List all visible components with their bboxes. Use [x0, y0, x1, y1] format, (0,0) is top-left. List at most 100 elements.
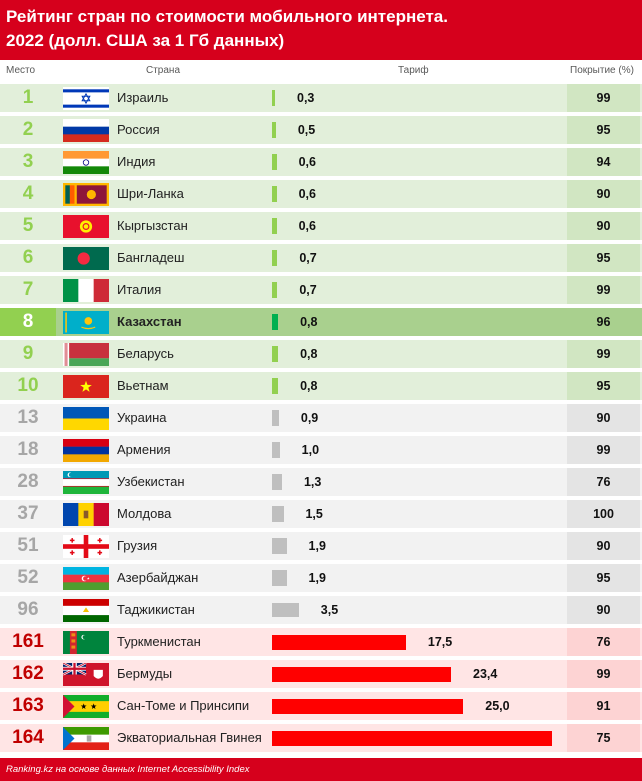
table-row: 162 Бермуды 23,4 99	[0, 658, 642, 690]
coverage-value: 95	[567, 116, 640, 144]
tariff-bar	[272, 378, 279, 394]
tariff-value-label: 17,5	[427, 635, 453, 649]
country-label: Индия	[117, 154, 156, 169]
tariff-bar	[272, 698, 464, 714]
moldova-flag	[63, 503, 109, 526]
rank-label: 10	[0, 372, 56, 400]
tariff-bar	[272, 442, 280, 458]
tariff-bar	[272, 122, 276, 138]
rank-label: 51	[17, 535, 39, 556]
country-label: Грузия	[117, 538, 158, 553]
georgia-flag	[63, 535, 109, 558]
coverage-value: 90	[567, 404, 640, 432]
tariff-bar	[272, 250, 278, 266]
tariff-value-label: 0,8	[300, 347, 318, 361]
coverage-value: 100	[567, 500, 640, 528]
coverage-value: 90	[567, 180, 640, 208]
table-row: 8 Казахстан 0,8 96	[0, 306, 642, 338]
table-row: 10 Вьетнам 0,8 95	[0, 370, 642, 402]
table-row: 37 Молдова 1,5 100	[0, 498, 642, 530]
tariff-bar	[272, 282, 278, 298]
coverage-value: 76	[567, 628, 640, 656]
tariff-value-label: 3,5	[320, 603, 339, 617]
tariff-value-label: 1,9	[308, 571, 326, 585]
coverage-value: 90	[567, 212, 640, 240]
rank-label: 161	[12, 631, 44, 652]
tariff-value-label: 0,7	[299, 251, 317, 265]
table-row: 2 Россия 0,5 95	[0, 114, 642, 146]
country-label: Армения	[117, 442, 171, 457]
tariff-bar	[272, 218, 277, 234]
equatorial-guinea-flag	[63, 727, 109, 750]
table-row: 13 Украина 0,9 90	[0, 402, 642, 434]
coverage-value: 95	[567, 564, 640, 592]
country-label: Шри-Ланка	[117, 186, 184, 201]
tariff-value-label: 0,6	[298, 219, 316, 233]
turkmenistan-flag	[63, 631, 109, 654]
coverage-value: 90	[567, 532, 640, 560]
tariff-value-label: 0,3	[297, 91, 315, 105]
rank-label: 164	[12, 727, 44, 748]
country-label: Казахстан	[117, 314, 182, 329]
country-label: Молдова	[117, 506, 172, 521]
tariff-value-label: 1,0	[301, 443, 320, 457]
source-footer: Ranking.kz на основе данных Internet Acc…	[0, 758, 642, 781]
tariff-value-label: 0,7	[299, 283, 317, 297]
russia-flag	[63, 119, 109, 142]
country-label: Сан-Томе и Принсипи	[117, 698, 250, 713]
ukraine-flag	[63, 407, 109, 430]
tariff-value-label: 0,8	[300, 315, 318, 329]
tajikistan-flag	[63, 599, 109, 622]
table-row: 18 Армения 1,0 99	[0, 434, 642, 466]
tariff-value-label: 0,5	[297, 123, 316, 137]
column-header-coverage: Покрытие (%)	[570, 65, 634, 76]
tariff-value-label: 23,4	[473, 667, 498, 681]
sri-lanka-flag	[63, 183, 109, 206]
tariff-bar	[272, 346, 279, 362]
azerbaijan-flag	[63, 567, 109, 590]
tariff-value-label: 25,0	[485, 699, 510, 713]
coverage-value: 99	[567, 436, 640, 464]
coverage-value: 76	[567, 468, 640, 496]
rank-label: 7	[0, 276, 56, 304]
country-label: Израиль	[117, 90, 169, 105]
rank-label: 163	[12, 695, 44, 716]
country-label: Беларусь	[117, 346, 174, 361]
israel-flag	[63, 87, 109, 110]
chart-header: Рейтинг стран по стоимости мобильного ин…	[0, 0, 642, 60]
tariff-value-label: 0,8	[300, 379, 318, 393]
india-flag	[63, 151, 109, 174]
country-label: Италия	[117, 282, 162, 297]
rank-label: 52	[17, 567, 39, 588]
rank-label: 9	[0, 340, 56, 368]
coverage-value: 91	[567, 692, 640, 720]
country-label: Узбекистан	[117, 474, 185, 489]
table-row: 163 Сан-Томе и Принсипи 25,0 91	[0, 690, 642, 722]
tariff-bar	[272, 506, 284, 522]
rank-label: 96	[17, 599, 39, 620]
coverage-value: 96	[567, 308, 640, 336]
country-label: Таджикистан	[117, 602, 195, 617]
tariff-bar	[272, 314, 279, 330]
country-label: Бермуды	[117, 666, 173, 681]
tariff-value-label: 1,9	[308, 539, 326, 553]
table-row: 6 Бангладеш 0,7 95	[0, 242, 642, 274]
country-label: Украина	[117, 410, 167, 425]
tariff-bar	[272, 154, 277, 170]
coverage-value: 99	[567, 660, 640, 688]
table-row: 28 Узбекистан 1,3 76	[0, 466, 642, 498]
tariff-value-label: 1,3	[303, 475, 322, 489]
bangladesh-flag	[63, 247, 109, 270]
table-row: 161 Туркменистан 17,5 76	[0, 626, 642, 658]
chart-title-line-2: 2022 (долл. США за 1 Гб данных)	[6, 31, 285, 50]
rank-label: 6	[0, 244, 56, 272]
column-header-tariff: Тариф	[398, 65, 429, 76]
table-row: 96 Таджикистан 3,5 90	[0, 594, 642, 626]
coverage-value: 99	[567, 340, 640, 368]
tariff-value-label: 0,6	[298, 155, 316, 169]
coverage-value: 99	[567, 276, 640, 304]
rank-label: 1	[0, 84, 56, 112]
coverage-value: 99	[567, 84, 640, 112]
rank-label: 8	[0, 308, 56, 336]
